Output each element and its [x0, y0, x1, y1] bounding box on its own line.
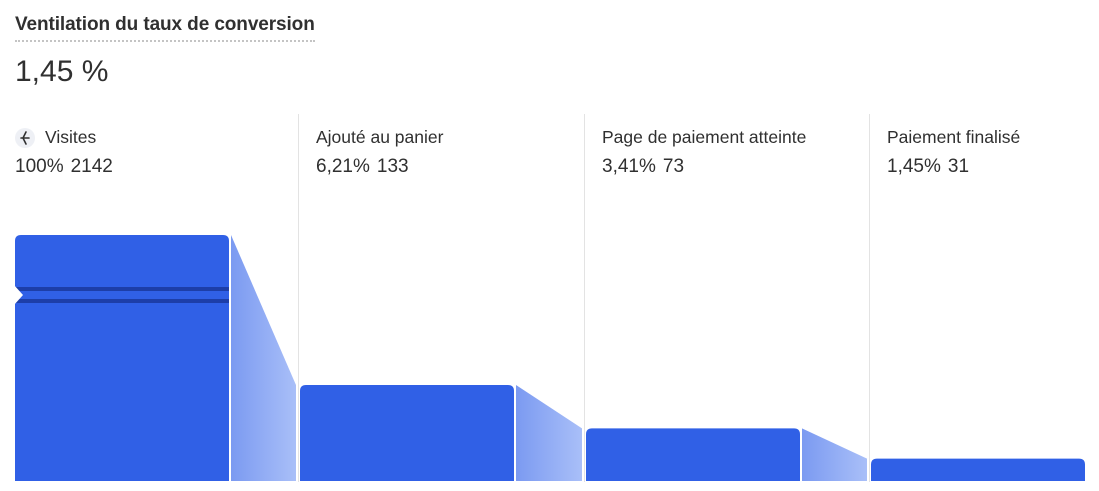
stage-percent-visits: 100% [15, 156, 64, 177]
axis-break-line-2 [15, 299, 229, 303]
chart-title[interactable]: Ventilation du taux de conversion [15, 14, 315, 42]
stage-percent-checkout: 3,41% [602, 156, 656, 177]
stage-values-checkout: 3,41% 73 [602, 156, 691, 178]
funnel-flow-2 [516, 385, 582, 481]
stage-count-visits: 2142 [70, 156, 113, 177]
stage-label-completed: Paiement finalisé [887, 127, 1021, 147]
funnel-flow-3 [802, 428, 867, 481]
stage-values-visits: 100% 2142 [15, 156, 120, 178]
stage-count-checkout: 73 [662, 156, 685, 177]
funnel-bar-2 [300, 385, 514, 481]
stage-values-cart: 6,21% 133 [316, 156, 416, 178]
axis-break-line-1 [15, 287, 229, 291]
lightning-bolt-icon [15, 127, 35, 148]
funnel-flow-1 [231, 235, 296, 481]
stage-label-cart: Ajouté au panier [316, 127, 444, 147]
stage-count-completed: 31 [947, 156, 970, 177]
stage-percent-completed: 1,45% [887, 156, 941, 177]
axis-break-gap [15, 291, 229, 299]
funnel-bar-3 [586, 428, 800, 481]
stage-count-cart: 133 [376, 156, 409, 177]
funnel-bar-1 [15, 235, 229, 481]
funnel-bar-4 [871, 458, 1085, 481]
conversion-rate-value: 1,45 % [15, 55, 109, 88]
stage-label-checkout: Page de paiement atteinte [602, 127, 807, 147]
stage-column-cart: Ajouté au panier 6,21% 133 [298, 114, 584, 482]
axis-break-notch [14, 285, 23, 305]
stage-column-visits: Visites 100% 2142 [15, 114, 298, 482]
stage-column-completed: Paiement finalisé 1,45% 31 [869, 114, 1095, 482]
stage-label-visits: Visites [45, 127, 97, 147]
stage-values-completed: 1,45% 31 [887, 156, 976, 178]
stage-percent-cart: 6,21% [316, 156, 370, 177]
stage-column-checkout: Page de paiement atteinte 3,41% 73 [584, 114, 870, 482]
